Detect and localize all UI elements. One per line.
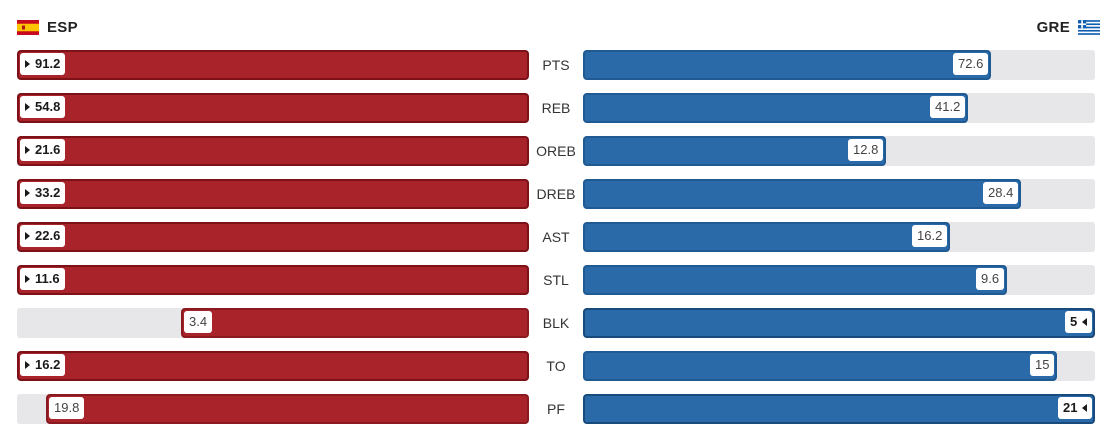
bar-esp — [17, 351, 529, 381]
team-esp-code: ESP — [47, 19, 78, 36]
value-text-esp: 21.6 — [35, 142, 61, 157]
value-text-esp: 11.6 — [35, 271, 60, 286]
value-label-gre: 15 — [1030, 354, 1055, 376]
value-text-esp: 91.2 — [35, 56, 61, 71]
value-label-esp: 19.8 — [49, 397, 85, 419]
winner-arrow-icon — [25, 103, 30, 111]
stat-label: STL — [543, 272, 569, 288]
value-label-esp: 11.6 — [20, 268, 65, 290]
bar-gre — [583, 179, 1021, 209]
stat-label: DREB — [536, 186, 576, 202]
value-label-gre: 12.8 — [848, 139, 884, 161]
winner-arrow-icon — [25, 361, 30, 369]
value-text-esp: 3.4 — [189, 314, 208, 329]
team-gre: GRE — [1037, 19, 1100, 36]
bar-gre — [583, 93, 968, 123]
value-label-esp: 22.6 — [20, 225, 66, 247]
bar-gre — [583, 351, 1057, 381]
stat-row: 19.8 PF 21 — [0, 394, 1112, 424]
value-label-esp: 3.4 — [184, 311, 213, 333]
value-label-gre: 72.6 — [953, 53, 989, 75]
winner-arrow-icon — [25, 232, 30, 240]
value-label-esp: 16.2 — [20, 354, 66, 376]
value-label-esp: 33.2 — [20, 182, 66, 204]
bar-esp — [181, 308, 529, 338]
stat-label: TO — [546, 358, 566, 374]
value-text-gre: 28.4 — [988, 185, 1014, 200]
value-text-gre: 12.8 — [853, 142, 879, 157]
stat-row: 16.2 TO 15 — [0, 351, 1112, 381]
value-text-esp: 22.6 — [35, 228, 61, 243]
stat-row: 91.2 PTS 72.6 — [0, 50, 1112, 80]
team-header: ESP GRE — [0, 10, 1112, 44]
bar-gre — [583, 394, 1095, 424]
bar-esp — [17, 93, 529, 123]
value-label-gre: 9.6 — [976, 268, 1005, 290]
bar-esp — [17, 222, 529, 252]
bar-esp — [17, 136, 529, 166]
value-label-gre: 16.2 — [912, 225, 948, 247]
bar-gre — [583, 265, 1007, 295]
value-label-gre: 21 — [1058, 397, 1093, 419]
bar-esp — [46, 394, 529, 424]
bar-gre — [583, 222, 950, 252]
winner-arrow-icon — [25, 60, 30, 68]
value-text-esp: 19.8 — [54, 400, 80, 415]
stat-label: BLK — [542, 315, 570, 331]
value-text-gre: 15 — [1035, 357, 1050, 372]
bar-esp — [17, 179, 529, 209]
value-label-esp: 54.8 — [20, 96, 66, 118]
bar-gre — [583, 136, 886, 166]
winner-arrow-icon — [25, 275, 30, 283]
value-text-esp: 16.2 — [35, 357, 61, 372]
value-label-gre: 41.2 — [930, 96, 966, 118]
winner-arrow-icon — [1082, 404, 1088, 412]
spain-flag-icon — [17, 20, 39, 35]
stat-row: 11.6 STL 9.6 — [0, 265, 1112, 295]
bar-esp — [17, 265, 529, 295]
value-label-gre: 28.4 — [983, 182, 1019, 204]
value-text-gre: 16.2 — [917, 228, 943, 243]
stat-row: 21.6 OREB 12.8 — [0, 136, 1112, 166]
value-text-gre: 41.2 — [935, 99, 961, 114]
team-esp: ESP — [17, 19, 78, 36]
stat-label: PF — [547, 401, 565, 417]
stat-label: REB — [541, 100, 571, 116]
stat-row: 54.8 REB 41.2 — [0, 93, 1112, 123]
bar-esp — [17, 50, 529, 80]
value-text-esp: 54.8 — [35, 99, 61, 114]
value-text-gre: 72.6 — [958, 56, 984, 71]
value-label-esp: 21.6 — [20, 139, 66, 161]
bar-gre — [583, 50, 991, 80]
winner-arrow-icon — [1082, 318, 1088, 326]
value-text-gre: 9.6 — [981, 271, 1000, 286]
value-label-gre: 5 — [1065, 311, 1093, 333]
stat-row: 33.2 DREB 28.4 — [0, 179, 1112, 209]
stat-row: 22.6 AST 16.2 — [0, 222, 1112, 252]
value-text-gre: 21 — [1063, 400, 1078, 415]
bar-gre — [583, 308, 1095, 338]
value-text-esp: 33.2 — [35, 185, 61, 200]
stat-label: AST — [542, 229, 570, 245]
winner-arrow-icon — [25, 189, 30, 197]
value-label-esp: 91.2 — [20, 53, 66, 75]
stat-label: OREB — [536, 143, 576, 159]
greece-flag-icon — [1078, 20, 1100, 35]
winner-arrow-icon — [25, 146, 30, 154]
stat-row: 3.4 BLK 5 — [0, 308, 1112, 338]
stat-label: PTS — [542, 57, 570, 73]
team-gre-code: GRE — [1036, 19, 1070, 36]
value-text-gre: 5 — [1070, 314, 1078, 329]
